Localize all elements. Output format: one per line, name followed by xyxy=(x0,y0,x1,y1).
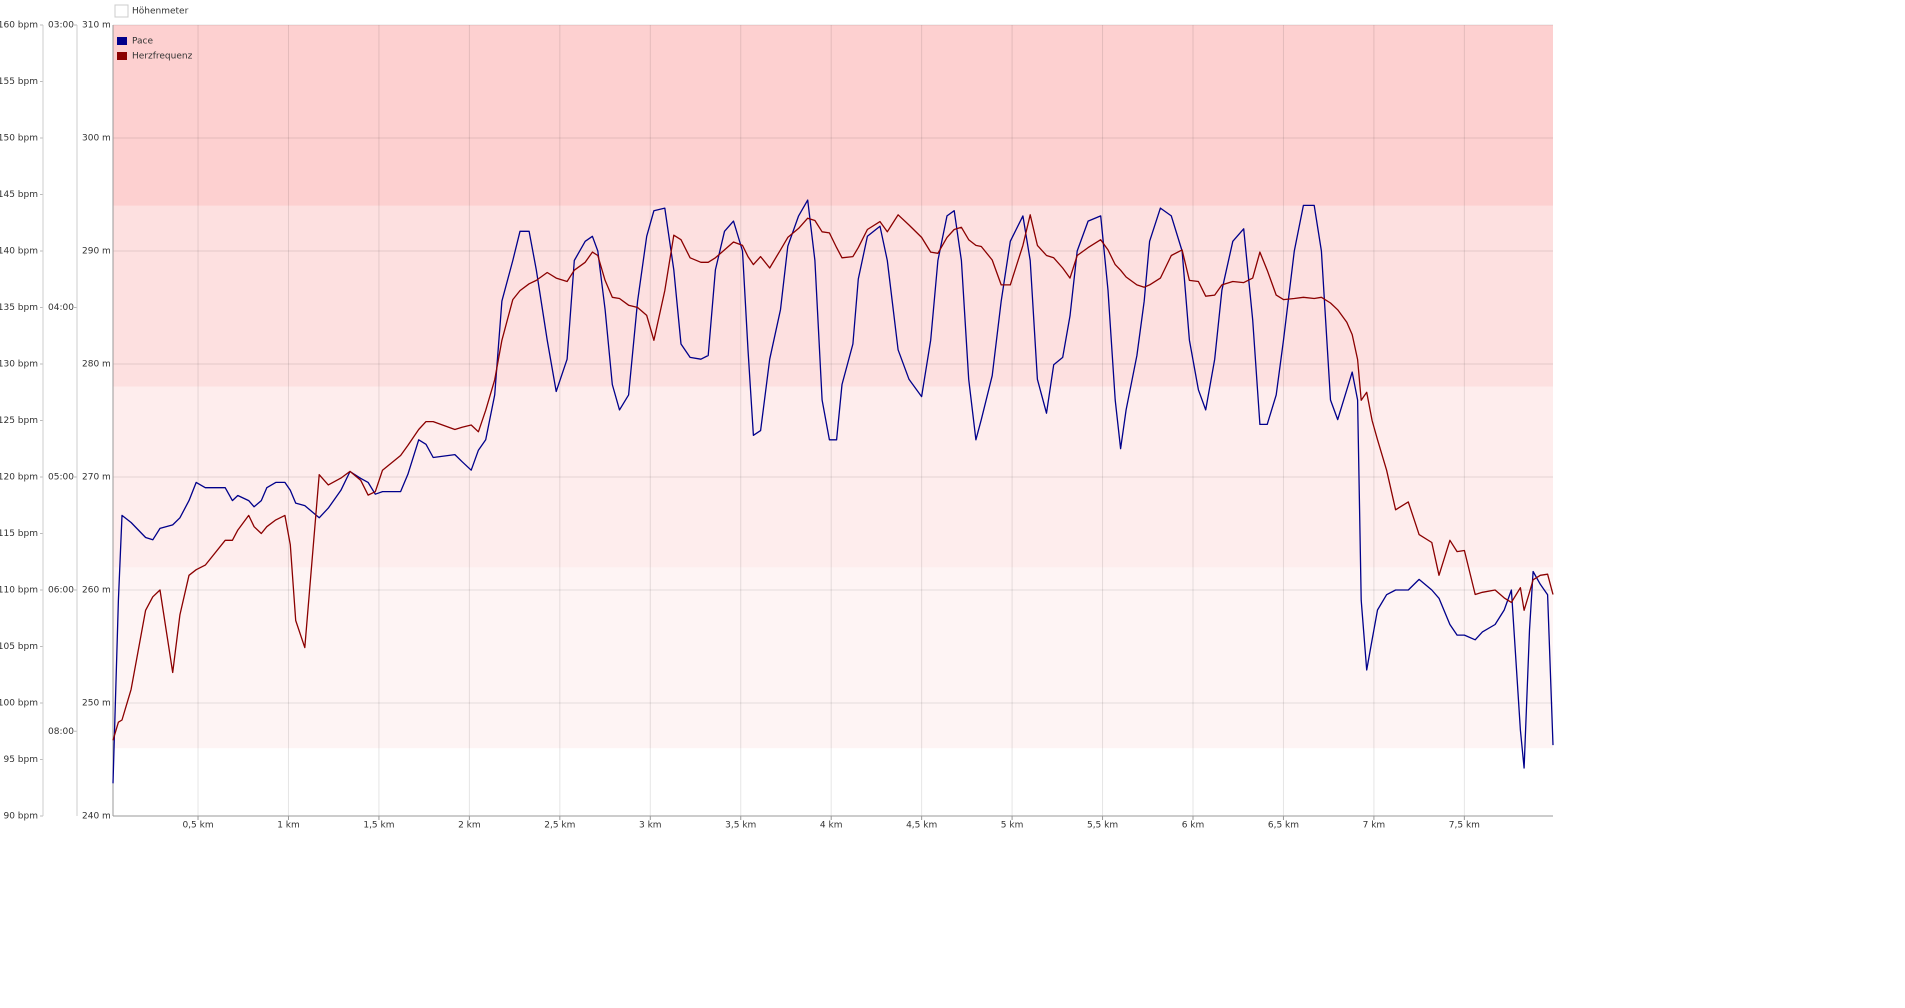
x-tick-label: 6 km xyxy=(1182,821,1205,831)
alt-tick-label: 280 m xyxy=(82,360,111,370)
hr-zone xyxy=(113,567,1553,749)
x-tick-label: 3,5 km xyxy=(725,821,756,831)
pace-tick-label: 05:00 xyxy=(48,473,74,483)
hr-tick-label: 140 bpm xyxy=(0,247,38,257)
hr-tick-label: 155 bpm xyxy=(0,77,38,87)
legend-swatch[interactable] xyxy=(117,52,127,60)
x-tick-label: 5,5 km xyxy=(1087,821,1118,831)
series-line xyxy=(112,214,1554,741)
x-tick-label: 4,5 km xyxy=(906,821,937,831)
pace-tick-label: 04:00 xyxy=(48,303,74,313)
alt-tick-label: 300 m xyxy=(82,134,111,144)
hr-tick-label: 125 bpm xyxy=(0,416,38,426)
legend-label: Höhenmeter xyxy=(132,7,189,17)
hr-zone xyxy=(113,386,1553,568)
x-tick-label: 5 km xyxy=(1001,821,1024,831)
hr-tick-label: 145 bpm xyxy=(0,190,38,200)
legend-swatch[interactable] xyxy=(114,4,129,18)
x-tick-label: 2,5 km xyxy=(544,821,575,831)
x-tick-label: 2 km xyxy=(458,821,481,831)
x-tick-label: 3 km xyxy=(639,821,662,831)
hr-tick-label: 160 bpm xyxy=(0,21,38,31)
alt-tick-label: 290 m xyxy=(82,247,111,257)
x-tick-label: 4 km xyxy=(820,821,843,831)
hr-tick-label: 90 bpm xyxy=(3,812,38,822)
legend-label: Herzfrequenz xyxy=(132,52,193,62)
x-tick-label: 7,5 km xyxy=(1449,821,1480,831)
hr-tick-label: 115 bpm xyxy=(0,529,38,539)
hr-zone xyxy=(113,25,1553,206)
hr-tick-label: 95 bpm xyxy=(3,755,38,765)
legend-swatch[interactable] xyxy=(117,37,127,45)
alt-tick-label: 250 m xyxy=(82,699,111,709)
series-line xyxy=(112,199,1554,784)
hr-tick-label: 110 bpm xyxy=(0,586,38,596)
x-tick-label: 0,5 km xyxy=(182,821,213,831)
hr-tick-label: 150 bpm xyxy=(0,134,38,144)
alt-tick-label: 270 m xyxy=(82,473,111,483)
hr-tick-label: 120 bpm xyxy=(0,473,38,483)
x-tick-label: 6,5 km xyxy=(1268,821,1299,831)
hr-zone xyxy=(113,205,1553,387)
alt-tick-label: 260 m xyxy=(82,586,111,596)
pace-tick-label: 08:00 xyxy=(48,727,74,737)
alt-tick-label: 240 m xyxy=(82,812,111,822)
alt-tick-label: 310 m xyxy=(82,21,111,31)
hr-tick-label: 130 bpm xyxy=(0,360,38,370)
x-tick-label: 7 km xyxy=(1363,821,1386,831)
hr-tick-label: 100 bpm xyxy=(0,699,38,709)
hr-tick-label: 135 bpm xyxy=(0,303,38,313)
x-tick-label: 1 km xyxy=(277,821,300,831)
pace-tick-label: 03:00 xyxy=(48,21,74,31)
x-tick-label: 1,5 km xyxy=(363,821,394,831)
hr-tick-label: 105 bpm xyxy=(0,642,38,652)
pace-tick-label: 06:00 xyxy=(48,586,74,596)
legend-label: Pace xyxy=(132,37,153,47)
